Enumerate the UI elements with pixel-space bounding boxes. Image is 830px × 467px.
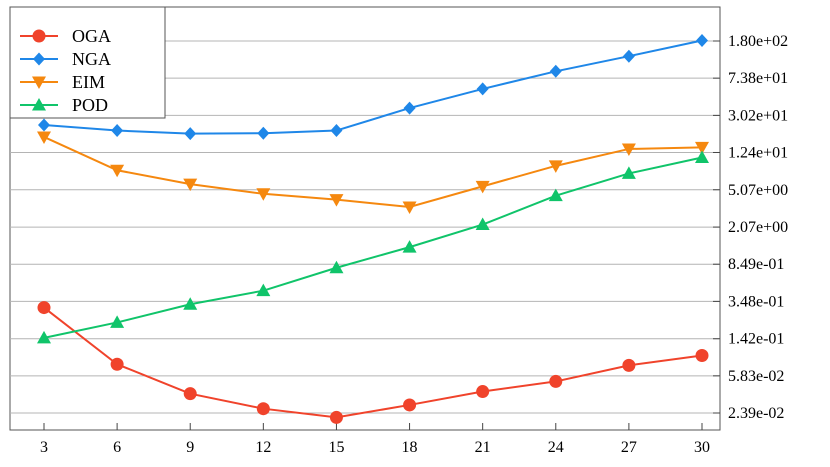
x-tick-label: 18 [402,439,418,456]
data-point-nga [403,101,416,115]
y-tick-label: 5.83e-02 [728,368,784,385]
y-tick-label: 2.39e-02 [728,405,784,422]
series-nga [38,34,708,141]
y-tick-label: 3.02e+01 [728,107,788,124]
y-tick-label: 5.07e+00 [728,182,788,199]
data-point-nga [184,127,197,141]
data-point-pod [183,297,198,310]
data-point-pod [256,283,271,297]
series-line-oga [43,306,703,419]
legend-box [9,6,166,119]
data-point-pod [695,150,709,163]
legend-item-eim: EIM [20,72,105,92]
legend-marker-oga [32,29,46,43]
y-tick-label: 7.38e+01 [728,70,788,87]
data-point-nga [330,124,343,138]
series-line-pod [43,156,703,339]
data-point-pod [37,330,51,344]
data-point-oga [549,374,563,388]
data-point-oga [329,410,343,424]
legend-marker-eim [32,76,46,89]
plot-frame [9,6,721,431]
data-point-eim [695,141,709,155]
data-point-pod [475,217,490,231]
data-point-oga [403,398,417,412]
data-point-oga [110,357,124,371]
data-point-eim [402,201,417,215]
y-tick-label: 1.80e+02 [728,33,788,50]
series-pod [37,150,709,344]
data-point-pod [621,166,636,179]
data-point-nga [696,34,708,48]
x-tick-label: 21 [475,439,491,456]
x-tick-label: 12 [255,439,271,456]
series-line-eim [43,136,703,209]
data-point-eim [329,194,344,207]
legend-item-pod: POD [20,95,108,115]
legend-label: EIM [72,72,105,92]
x-tick-label: 27 [621,439,637,456]
data-point-nga [622,49,635,63]
legend-label: OGA [72,26,111,46]
legend-marker-nga [33,52,45,66]
data-point-oga [622,358,636,372]
y-axis: 2.39e-02 5.83e-02 1.42e-01 3.48e-01 8.49e-01… [713,33,788,422]
y-tick-label: 2.07e+00 [728,219,788,236]
x-tick-label: 3 [40,439,48,456]
y-tick-label: 1.42e-01 [728,331,784,348]
data-point-nga [257,126,270,140]
x-tick-label: 30 [694,439,710,456]
y-tick-label: 1.24e+01 [728,144,788,161]
y-tick-label: 3.48e-01 [728,293,784,310]
x-tick-label: 24 [548,439,564,456]
data-point-oga [476,385,490,399]
legend-item-oga: OGA [20,26,111,46]
legend-marker-pod [32,98,46,111]
data-point-pod [548,188,563,202]
y-tick-label: 8.49e-01 [728,256,784,273]
series-group [37,34,709,424]
series-line-nga [43,39,703,135]
x-axis: 3 6 9 12 15 18 21 24 27 30 [40,423,710,456]
data-point-eim [475,180,490,194]
data-point-eim [110,164,125,178]
data-point-oga [256,402,270,416]
legend-item-nga: NGA [20,49,111,69]
data-point-eim [256,188,271,201]
data-point-eim [183,178,198,192]
data-point-pod [110,315,125,328]
legend-label: POD [72,95,108,115]
data-point-eim [37,131,51,144]
x-tick-label: 9 [186,439,194,456]
x-tick-label: 6 [113,439,121,456]
x-tick-label: 15 [328,439,344,456]
series-oga [37,301,709,424]
data-point-oga [183,387,197,401]
data-point-pod [402,240,417,253]
data-point-eim [548,160,563,173]
data-point-oga [695,348,709,362]
y-gridlines [10,40,720,414]
data-point-nga [111,124,124,138]
data-point-nga [549,64,562,78]
data-point-oga [37,301,51,315]
data-point-nga [476,82,489,96]
legend-label: NGA [72,49,111,69]
data-point-eim [621,143,636,156]
legend: OGA NGA EIM POD [9,6,166,119]
data-point-pod [329,260,344,274]
series-eim [37,131,709,215]
data-point-nga [38,118,50,132]
